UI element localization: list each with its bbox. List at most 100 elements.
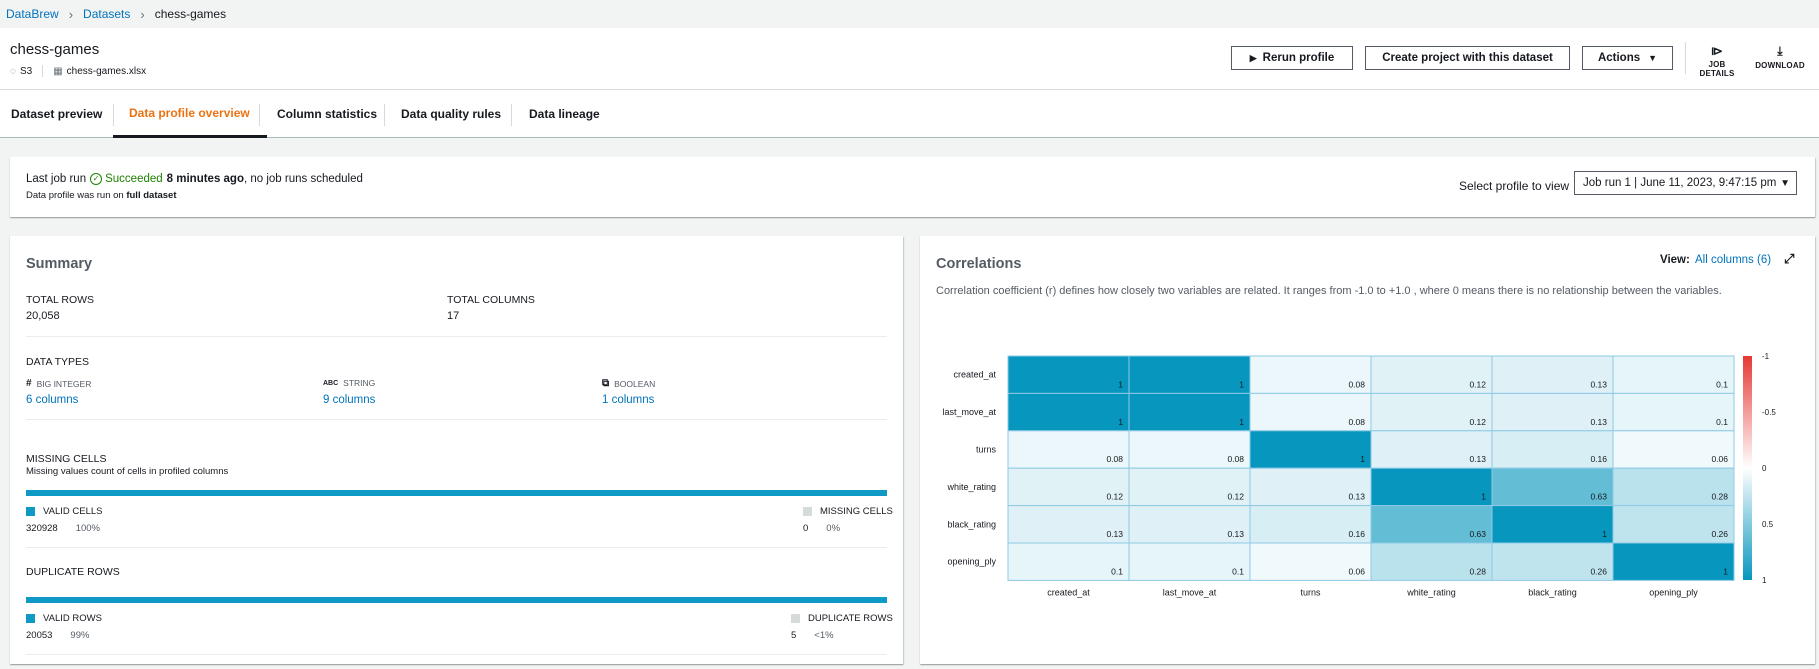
valid-cells-legend: VALID CELLS (26, 506, 103, 517)
heatmap-column-label: white_rating (1406, 587, 1456, 597)
divider (42, 65, 44, 77)
tab-data-lineage[interactable]: Data lineage (529, 107, 600, 121)
job-details-button[interactable]: ⧐ JOB DETAILS (1692, 44, 1742, 78)
divider (384, 104, 385, 126)
tab-bar: Dataset preview Data profile overview Co… (0, 90, 1819, 138)
heatmap-cell-label: 0.16 (1348, 529, 1365, 539)
heatmap-cell (1370, 467, 1493, 507)
correlations-description: Correlation coefficient (r) defines how … (936, 285, 1722, 297)
heatmap-row-label: opening_ply (947, 557, 996, 567)
heatmap-cell-label: 1 (1118, 379, 1123, 389)
heatmap-cell-label: 0.13 (1590, 417, 1607, 427)
job-status: Succeeded (105, 173, 163, 185)
tab-data-quality-rules[interactable]: Data quality rules (401, 107, 502, 121)
heatmap-row-label: created_at (953, 370, 996, 380)
heatmap-cell-label: 0.13 (1348, 492, 1365, 502)
job-details-label: JOB DETAILS (1699, 60, 1735, 78)
heatmap-row-label: turns (976, 445, 997, 455)
duplicate-rows-pct: <1% (814, 630, 834, 641)
heatmap-cell-label: 0.06 (1711, 454, 1728, 464)
legend-swatch (791, 614, 800, 623)
big-integer-columns-link[interactable]: 6 columns (26, 394, 79, 406)
heatmap-cell-label: 0.13 (1227, 529, 1244, 539)
tab-column-statistics[interactable]: Column statistics (277, 107, 378, 121)
tab-dataset-preview[interactable]: Dataset preview (11, 107, 103, 121)
valid-rows-count: 20053 (26, 630, 53, 641)
heatmap-cell (1249, 355, 1372, 394)
heatmap-cell-label: 0.12 (1106, 492, 1123, 502)
correlation-heatmap: 1 1 0.08 0.12 0.13 0.1 1 1 0.08 0.12 0.13 0.1 0.08 0.… (942, 352, 1776, 597)
color-scale-tick: 0 (1762, 464, 1767, 473)
heatmap-cell-label: 0.13 (1106, 529, 1123, 539)
type-name: STRING (343, 378, 376, 388)
heatmap-cell (1612, 505, 1735, 544)
heatmap-cell (1249, 505, 1372, 544)
valid-cells-label: VALID CELLS (43, 506, 103, 517)
heatmap-cell (1612, 467, 1735, 507)
string-columns-link[interactable]: 9 columns (323, 394, 376, 406)
breadcrumb-datasets[interactable]: Datasets (83, 7, 131, 21)
download-button[interactable]: ⤓ DOWNLOAD (1752, 44, 1808, 70)
heatmap-cell-label: 0.13 (1590, 379, 1607, 389)
heatmap-cell-label: 0.26 (1711, 529, 1728, 539)
actions-button[interactable]: Actions ▼ (1582, 46, 1673, 70)
correlations-panel: Correlations View: All columns (6) ⤢ Cor… (920, 236, 1815, 664)
type-boolean: ⧉ BOOLEAN (602, 378, 655, 389)
job-suffix: , no job runs scheduled (243, 173, 363, 185)
chevron-right-icon: › (140, 6, 145, 22)
color-scale-tick: 0.5 (1762, 520, 1774, 529)
job-sub: Data profile was run on full dataset (26, 190, 177, 201)
expand-icon[interactable]: ⤢ (1784, 251, 1795, 266)
heatmap-cell-label: 0.12 (1469, 417, 1486, 427)
heatmap-cell-label: 1 (1360, 454, 1365, 464)
rerun-profile-label: Rerun profile (1262, 52, 1335, 64)
rerun-profile-button[interactable]: ▶ Rerun profile (1231, 46, 1353, 70)
heatmap-cell-label: 1 (1723, 566, 1728, 576)
heatmap-cell (1249, 467, 1372, 507)
heatmap-row-label: last_move_at (942, 407, 996, 417)
create-project-button[interactable]: Create project with this dataset (1365, 46, 1570, 70)
total-rows-label: TOTAL ROWS (26, 294, 95, 306)
heatmap-row-label: white_rating (946, 482, 996, 492)
heatmap-cell-label: 0.26 (1590, 566, 1607, 576)
heatmap-cell (1128, 505, 1251, 544)
tab-data-profile-overview[interactable]: Data profile overview (113, 90, 267, 138)
heatmap-cell (1370, 505, 1493, 544)
duplicate-rows-label: DUPLICATE ROWS (808, 613, 893, 624)
valid-cells-bar (26, 490, 887, 496)
create-project-label: Create project with this dataset (1382, 52, 1553, 64)
source-label: S3 (19, 65, 33, 77)
heatmap-cell (1007, 467, 1130, 507)
play-square-icon: ⧐ (1710, 44, 1724, 58)
valid-rows-pct: 99% (70, 630, 90, 641)
heatmap-cell-label: 0.16 (1590, 454, 1607, 464)
valid-rows-legend: VALID ROWS (26, 613, 102, 624)
divider (26, 419, 887, 420)
download-label: DOWNLOAD (1755, 61, 1805, 70)
heatmap-cell (1128, 542, 1251, 581)
boolean-columns-link[interactable]: 1 columns (602, 394, 655, 406)
play-icon: ▶ (1249, 52, 1257, 63)
heatmap-cell-label: 0.12 (1227, 492, 1244, 502)
check-circle-icon: ✓ (90, 173, 103, 185)
last-job-run: Last job run ✓ Succeeded 8 minutes ago ,… (26, 173, 363, 185)
breadcrumb-databrew[interactable]: DataBrew (6, 7, 59, 21)
heatmap-cell-label: 0.06 (1348, 566, 1365, 576)
heatmap-cell-label: 1 (1239, 379, 1244, 389)
valid-cells-values: 320928 100% (26, 523, 100, 534)
duplicate-rows-count: 5 (791, 630, 797, 641)
valid-rows-values: 20053 99% (26, 630, 89, 641)
heatmap-column-label: created_at (1047, 587, 1090, 597)
color-scale-tick: -0.5 (1762, 408, 1776, 417)
heatmap-cell-label: 0.1 (1232, 566, 1244, 576)
valid-cells-count: 320928 (26, 523, 58, 534)
missing-cells-legend: MISSING CELLS (803, 506, 893, 517)
summary-title: Summary (26, 256, 93, 272)
profile-select[interactable]: Job run 1 | June 11, 2023, 9:47:15 pm ▼ (1574, 171, 1797, 195)
view-columns-link[interactable]: All columns (6) (1695, 254, 1772, 266)
heatmap-cell-label: 0.28 (1711, 492, 1728, 502)
heatmap-cell (1249, 430, 1372, 469)
divider (259, 104, 260, 126)
duplicate-rows-values: 5 <1% (791, 630, 834, 641)
heatmap-cell-label: 0.28 (1469, 566, 1486, 576)
